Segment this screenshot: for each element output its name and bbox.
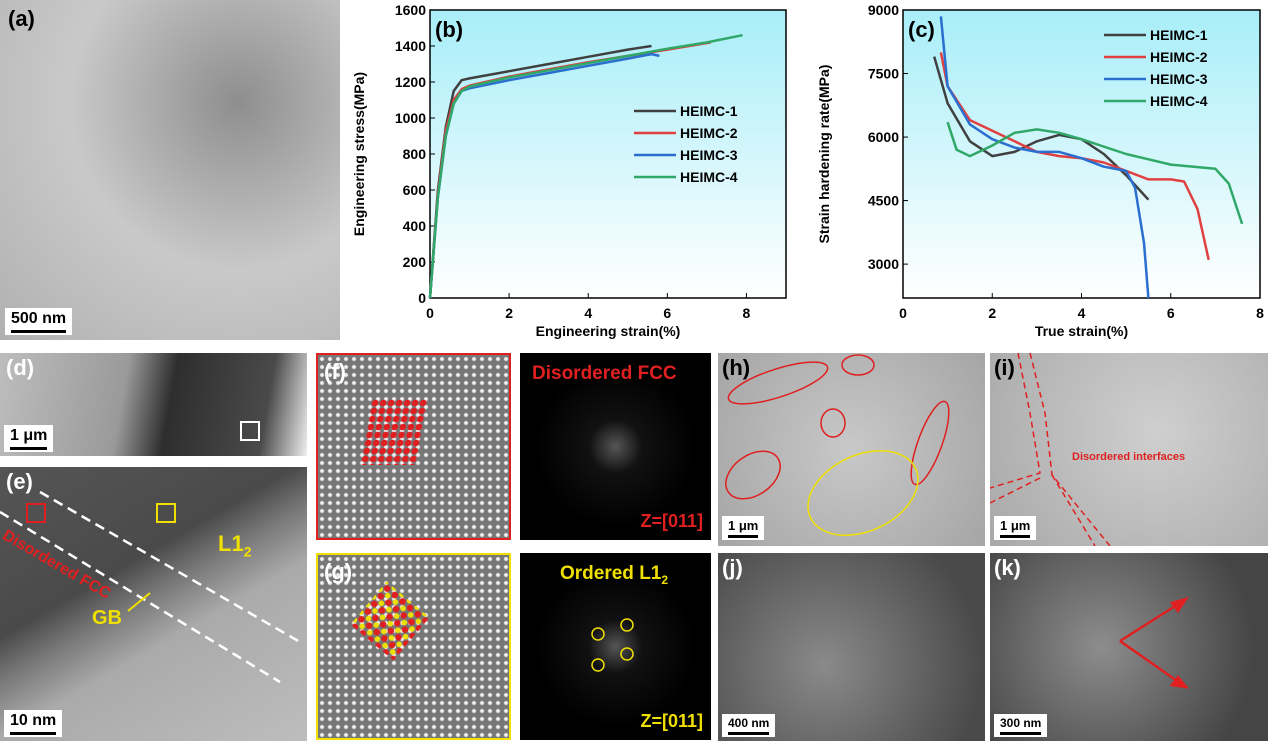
series-line-heimc-3 bbox=[939, 16, 1150, 299]
legend-label: HEIMC-4 bbox=[1150, 93, 1208, 109]
panel-label: (i) bbox=[994, 355, 1015, 380]
x-tick-label: 2 bbox=[505, 305, 513, 321]
y-axis-label: Strain hardening rate(MPa) bbox=[816, 65, 832, 244]
red-box bbox=[26, 503, 46, 523]
zone-axis: Z=[011] bbox=[640, 711, 703, 731]
gb-label: GB bbox=[92, 607, 122, 629]
x-tick-label: 6 bbox=[1167, 305, 1175, 321]
scale-bar: 10 nm bbox=[4, 710, 63, 737]
x-tick-label: 2 bbox=[988, 305, 996, 321]
disordered-interfaces-label: Disordered interfaces bbox=[1072, 451, 1186, 463]
y-tick-label: 6000 bbox=[868, 129, 899, 145]
y-tick-label: 200 bbox=[403, 254, 427, 270]
legend-label: HEIMC-4 bbox=[680, 169, 738, 185]
x-axis-label: True strain(%) bbox=[1035, 323, 1128, 339]
panel-label: (a) bbox=[8, 6, 35, 31]
scale-bar: 1 μm bbox=[722, 516, 765, 540]
scale-bar-label: 10 nm bbox=[10, 712, 57, 729]
x-tick-label: 4 bbox=[584, 305, 592, 321]
legend-label: HEIMC-1 bbox=[1150, 27, 1208, 43]
panel-f-hrtem: (f) bbox=[316, 353, 511, 540]
superlattice-circles bbox=[591, 618, 634, 672]
x-tick-label: 0 bbox=[426, 305, 434, 321]
scale-bar: 1 μm bbox=[994, 516, 1037, 540]
y-tick-label: 400 bbox=[403, 218, 427, 234]
y-tick-label: 1000 bbox=[395, 110, 426, 126]
x-axis-label: Engineering strain(%) bbox=[536, 323, 681, 339]
y-axis-label: Engineering stress(MPa) bbox=[351, 72, 367, 236]
x-tick-label: 6 bbox=[663, 305, 671, 321]
y-tick-label: 1200 bbox=[395, 74, 426, 90]
panel-j-micrograph: (j) 400 nm bbox=[718, 553, 985, 741]
fft-title: Disordered FCC bbox=[532, 363, 677, 384]
panel-g-fft: Ordered L12 Z=[011] bbox=[520, 553, 711, 740]
scale-bar: 400 nm bbox=[722, 714, 776, 737]
zone-axis: Z=[011] bbox=[640, 511, 703, 531]
panel-label: (g) bbox=[324, 559, 353, 584]
panel-e-hrtem: (e) Disordered FCC L12 GB 10 nm bbox=[0, 467, 307, 741]
legend-label: HEIMC-2 bbox=[680, 125, 738, 141]
scale-bar-label: 1 μm bbox=[728, 518, 759, 533]
x-tick-label: 0 bbox=[899, 305, 907, 321]
highlight-ellipses bbox=[725, 354, 950, 537]
yellow-box bbox=[156, 503, 176, 523]
scale-bar: 500 nm bbox=[5, 308, 73, 335]
selection-box bbox=[240, 421, 260, 441]
y-tick-label: 7500 bbox=[868, 66, 899, 82]
scale-bar: 1 μm bbox=[4, 425, 54, 452]
x-tick-label: 8 bbox=[1256, 305, 1264, 321]
panel-label: (e) bbox=[6, 469, 33, 494]
scale-bar: 300 nm bbox=[994, 714, 1048, 737]
panel-a-micrograph: (a) 500 nm bbox=[0, 0, 340, 340]
interface-dashed-lines bbox=[990, 353, 1111, 546]
panel-label: (c) bbox=[908, 17, 935, 42]
y-tick-label: 600 bbox=[403, 182, 427, 198]
legend-label: HEIMC-1 bbox=[680, 103, 738, 119]
legend-label: HEIMC-3 bbox=[1150, 71, 1208, 87]
scale-bar-label: 1 μm bbox=[10, 427, 48, 444]
y-tick-label: 0 bbox=[418, 290, 426, 306]
y-tick-label: 1400 bbox=[395, 38, 426, 54]
panel-label: (f) bbox=[324, 359, 346, 384]
direction-arrows bbox=[1119, 596, 1189, 689]
panel-f-fft: Disordered FCC Z=[011] bbox=[520, 353, 711, 540]
panel-k-micrograph: (k) 300 nm bbox=[990, 553, 1268, 741]
fft-title: Ordered L12 bbox=[560, 563, 669, 587]
scale-bar-label: 1 μm bbox=[1000, 518, 1031, 533]
series-line-heimc-4 bbox=[946, 121, 1244, 225]
y-tick-label: 3000 bbox=[868, 256, 899, 272]
panel-d-micrograph: (d) 1 μm bbox=[0, 353, 307, 456]
x-tick-label: 4 bbox=[1078, 305, 1086, 321]
scale-bar-label: 500 nm bbox=[11, 310, 67, 327]
y-tick-label: 800 bbox=[403, 146, 427, 162]
legend-label: HEIMC-2 bbox=[1150, 49, 1208, 65]
scale-bar-label: 300 nm bbox=[1000, 716, 1042, 730]
panel-label: (j) bbox=[722, 555, 743, 580]
red-yellow-atom-overlay bbox=[350, 581, 430, 661]
red-atom-overlay bbox=[360, 399, 428, 465]
panel-h-micrograph: (h) 1 μm bbox=[718, 353, 985, 546]
panel-label: (b) bbox=[435, 17, 463, 42]
panel-g-hrtem: (g) bbox=[316, 553, 511, 740]
chart-b: 0 2 4 6 8 0 200 400 600 800 1000 1200 1400 1600 Engine… bbox=[351, 2, 787, 339]
y-tick-label: 4500 bbox=[868, 193, 899, 209]
gb-dashed-lines bbox=[0, 490, 301, 684]
x-tick-label: 8 bbox=[743, 305, 751, 321]
panel-label: (h) bbox=[722, 355, 751, 380]
y-tick-label: 1600 bbox=[395, 2, 426, 18]
scale-bar-label: 400 nm bbox=[728, 716, 770, 730]
chart-c: 0 2 4 6 8 3000 4500 6000 7500 9000 True strain(%) S… bbox=[816, 2, 1264, 339]
l12-label: L12 bbox=[218, 531, 252, 560]
panel-label: (k) bbox=[994, 555, 1021, 580]
legend-label: HEIMC-3 bbox=[680, 147, 738, 163]
series-line-heimc-4 bbox=[428, 33, 743, 299]
y-tick-label: 9000 bbox=[868, 2, 899, 18]
panel-label: (d) bbox=[6, 355, 35, 380]
series-line-heimc-1 bbox=[932, 56, 1150, 201]
panel-i-micrograph: (i) Disordered interfaces 1 μm bbox=[990, 353, 1268, 546]
